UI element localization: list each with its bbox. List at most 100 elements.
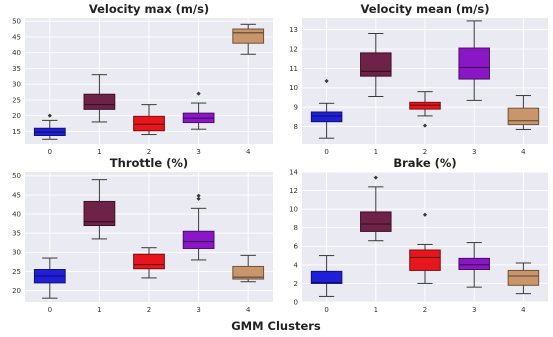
box-iqr bbox=[232, 265, 265, 280]
y-tick-label: 2 bbox=[294, 280, 298, 288]
y-tick-label: 40 bbox=[12, 49, 21, 57]
y-tick-label: 11 bbox=[289, 65, 298, 73]
box-cluster-2 bbox=[409, 91, 441, 128]
box-cluster-0 bbox=[310, 255, 343, 297]
box-iqr bbox=[409, 249, 441, 271]
box-iqr bbox=[83, 93, 116, 110]
panel-0: 15 20 25 30 35 40 45 50 0 1 2 3 4 Velocity max (m/s) bbox=[12, 2, 273, 156]
box-iqr bbox=[232, 28, 265, 44]
box-iqr bbox=[458, 47, 490, 80]
box-cluster-3 bbox=[458, 20, 490, 101]
x-tick-label: 3 bbox=[196, 306, 200, 314]
box-cluster-1 bbox=[360, 175, 392, 242]
box-cluster-1 bbox=[83, 179, 116, 240]
box-cluster-3 bbox=[458, 242, 490, 288]
x-tick-label: 1 bbox=[97, 306, 101, 314]
box-cluster-4 bbox=[507, 95, 540, 130]
y-tick-label: 13 bbox=[289, 26, 298, 34]
y-tick-label: 14 bbox=[289, 168, 298, 176]
box-cluster-3 bbox=[182, 193, 215, 261]
y-tick-label: 10 bbox=[289, 206, 298, 214]
figure-xlabel: GMM Clusters bbox=[231, 319, 321, 333]
panel-title: Velocity max (m/s) bbox=[89, 2, 209, 16]
y-tick-label: 9 bbox=[294, 104, 298, 112]
outlier-point bbox=[196, 193, 201, 198]
y-tick-label: 6 bbox=[294, 243, 299, 251]
y-tick-label: 20 bbox=[12, 112, 21, 120]
y-tick-label: 8 bbox=[294, 123, 298, 131]
box-cluster-1 bbox=[83, 74, 116, 123]
y-tick-label: 35 bbox=[12, 230, 21, 238]
x-tick-label: 3 bbox=[196, 148, 200, 156]
box-iqr bbox=[360, 52, 392, 77]
y-tick-label: 20 bbox=[12, 287, 21, 295]
panel-title: Throttle (%) bbox=[110, 156, 188, 170]
x-tick-label: 0 bbox=[324, 148, 328, 156]
outlier-point bbox=[422, 123, 428, 128]
x-tick-label: 1 bbox=[374, 148, 378, 156]
x-tick-label: 2 bbox=[147, 306, 151, 314]
box-iqr bbox=[360, 211, 392, 232]
x-tick-label: 4 bbox=[246, 148, 251, 156]
x-tick-label: 0 bbox=[324, 306, 328, 314]
y-tick-label: 4 bbox=[294, 261, 299, 269]
x-tick-label: 2 bbox=[423, 306, 427, 314]
box-iqr bbox=[133, 115, 165, 132]
box-cluster-2 bbox=[133, 247, 165, 279]
y-tick-label: 35 bbox=[12, 65, 21, 73]
y-tick-label: 10 bbox=[289, 84, 298, 92]
x-tick-label: 1 bbox=[97, 148, 101, 156]
y-tick-label: 30 bbox=[12, 249, 21, 257]
x-tick-label: 4 bbox=[521, 306, 526, 314]
box-iqr bbox=[310, 111, 343, 123]
x-tick-label: 1 bbox=[374, 306, 378, 314]
y-tick-label: 40 bbox=[12, 210, 21, 218]
outlier-point bbox=[196, 91, 201, 96]
y-tick-label: 30 bbox=[12, 81, 21, 89]
box-iqr bbox=[310, 270, 343, 284]
panel-title: Velocity mean (m/s) bbox=[361, 2, 490, 16]
x-tick-label: 3 bbox=[472, 148, 476, 156]
box-cluster-4 bbox=[507, 262, 540, 295]
outlier-point bbox=[47, 113, 52, 118]
box-cluster-0 bbox=[33, 257, 66, 299]
y-tick-label: 45 bbox=[12, 33, 21, 41]
box-cluster-0 bbox=[33, 113, 66, 140]
box-cluster-2 bbox=[133, 104, 165, 136]
y-tick-label: 0 bbox=[294, 298, 298, 306]
y-tick-label: 8 bbox=[294, 224, 298, 232]
outlier-point bbox=[196, 196, 201, 201]
box-iqr bbox=[507, 269, 540, 286]
box-iqr bbox=[182, 230, 215, 249]
x-tick-label: 4 bbox=[521, 148, 526, 156]
panel-title: Brake (%) bbox=[393, 156, 456, 170]
box-cluster-4 bbox=[232, 254, 265, 283]
box-cluster-3 bbox=[182, 91, 215, 130]
box-cluster-2 bbox=[409, 212, 441, 284]
x-tick-label: 2 bbox=[147, 148, 151, 156]
y-tick-label: 45 bbox=[12, 191, 21, 199]
x-tick-label: 3 bbox=[472, 306, 476, 314]
box-cluster-0 bbox=[310, 78, 343, 139]
y-tick-label: 50 bbox=[12, 172, 21, 180]
box-iqr bbox=[507, 107, 540, 126]
x-tick-label: 2 bbox=[423, 148, 427, 156]
y-tick-label: 25 bbox=[12, 268, 21, 276]
box-cluster-4 bbox=[232, 23, 265, 55]
y-tick-label: 12 bbox=[289, 45, 298, 53]
outlier-point bbox=[422, 212, 428, 217]
y-tick-label: 25 bbox=[12, 96, 21, 104]
x-tick-label: 4 bbox=[246, 306, 251, 314]
outlier-point bbox=[373, 175, 378, 180]
box-iqr bbox=[458, 257, 490, 271]
x-tick-label: 0 bbox=[48, 306, 52, 314]
box-cluster-1 bbox=[360, 33, 392, 98]
outlier-point bbox=[324, 78, 329, 84]
x-tick-label: 0 bbox=[48, 148, 52, 156]
y-tick-label: 50 bbox=[12, 18, 21, 26]
y-tick-label: 12 bbox=[289, 187, 298, 195]
panel-2: 20 25 30 35 40 45 50 0 1 2 3 4 Throttle (%) bbox=[12, 156, 273, 314]
